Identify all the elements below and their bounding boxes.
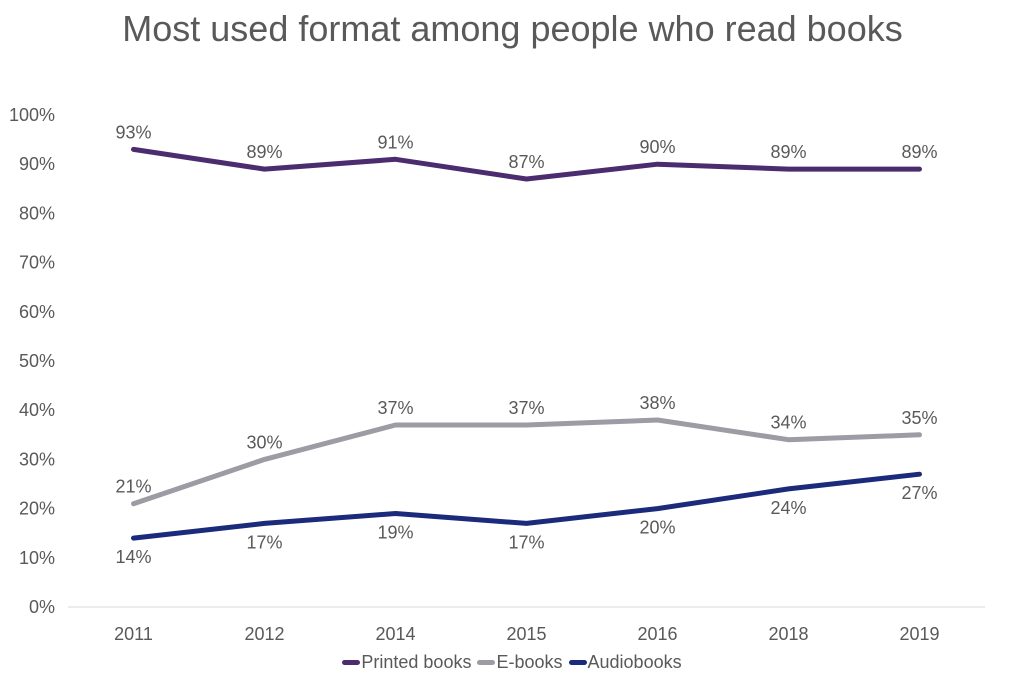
y-tick-label: 40% [19,400,55,420]
legend-label: Printed books [361,652,472,672]
x-tick-label: 2016 [637,624,677,644]
data-label: 19% [377,523,413,543]
legend-label: Audiobooks [587,652,682,672]
legend-label: E-books [496,652,563,672]
data-label: 24% [770,498,806,518]
y-tick-label: 70% [19,253,55,273]
data-label: 89% [770,142,806,162]
data-label: 17% [246,532,282,552]
data-label: 91% [377,132,413,152]
y-tick-label: 30% [19,449,55,469]
data-label: 89% [901,142,937,162]
legend-item: Audiobooks [568,652,682,673]
y-tick-label: 10% [19,548,55,568]
data-label: 90% [639,137,675,157]
data-label: 34% [770,413,806,433]
legend-item: E-books [477,652,563,673]
line-chart: 0%10%20%30%40%50%60%70%80%90%100% 2011 20… [9,105,985,644]
series-line [131,471,922,541]
y-tick-label: 80% [19,203,55,223]
data-label: 37% [377,398,413,418]
data-labels: 93% 89% 91% 87% 90% 89% 89% 21% 30% 37% 37% 38% 34% 3… [115,122,937,567]
legend-swatch [477,659,496,665]
data-label: 87% [508,152,544,172]
x-tick-label: 2012 [244,624,284,644]
y-tick-label: 0% [29,597,55,617]
y-tick-label: 100% [9,105,55,125]
legend-swatch [568,659,587,665]
legend-swatch [342,659,361,665]
data-label: 93% [115,122,151,142]
series-line [131,417,922,507]
data-label: 89% [246,142,282,162]
y-tick-label: 90% [19,154,55,174]
data-label: 30% [246,432,282,452]
x-axis: 2011 2012 2014 2015 2016 2018 2019 [68,606,985,644]
series-line [131,146,922,182]
data-label: 38% [639,393,675,413]
y-axis: 0% 10% 20% 30% 40% 50% 60% 70% 80% 90% 100% [9,105,55,617]
data-label: 27% [901,483,937,503]
data-label: 14% [115,547,151,567]
y-tick-label: 50% [19,351,55,371]
chart-title: Most used format among people who read b… [122,8,903,49]
x-tick-label: 2018 [768,624,808,644]
x-tick-label: 2014 [375,624,415,644]
legend-item: Printed books [342,652,471,673]
series-lines [131,146,922,541]
data-label: 20% [639,518,675,538]
data-label: 21% [115,477,151,497]
legend: Printed books E-books Audiobooks [0,652,1024,673]
y-tick-label: 60% [19,302,55,322]
x-tick-label: 2019 [899,624,939,644]
x-tick-label: 2011 [114,624,153,644]
x-tick-label: 2015 [506,624,546,644]
data-label: 17% [508,532,544,552]
y-tick-label: 20% [19,499,55,519]
data-label: 35% [901,408,937,428]
data-label: 37% [508,398,544,418]
